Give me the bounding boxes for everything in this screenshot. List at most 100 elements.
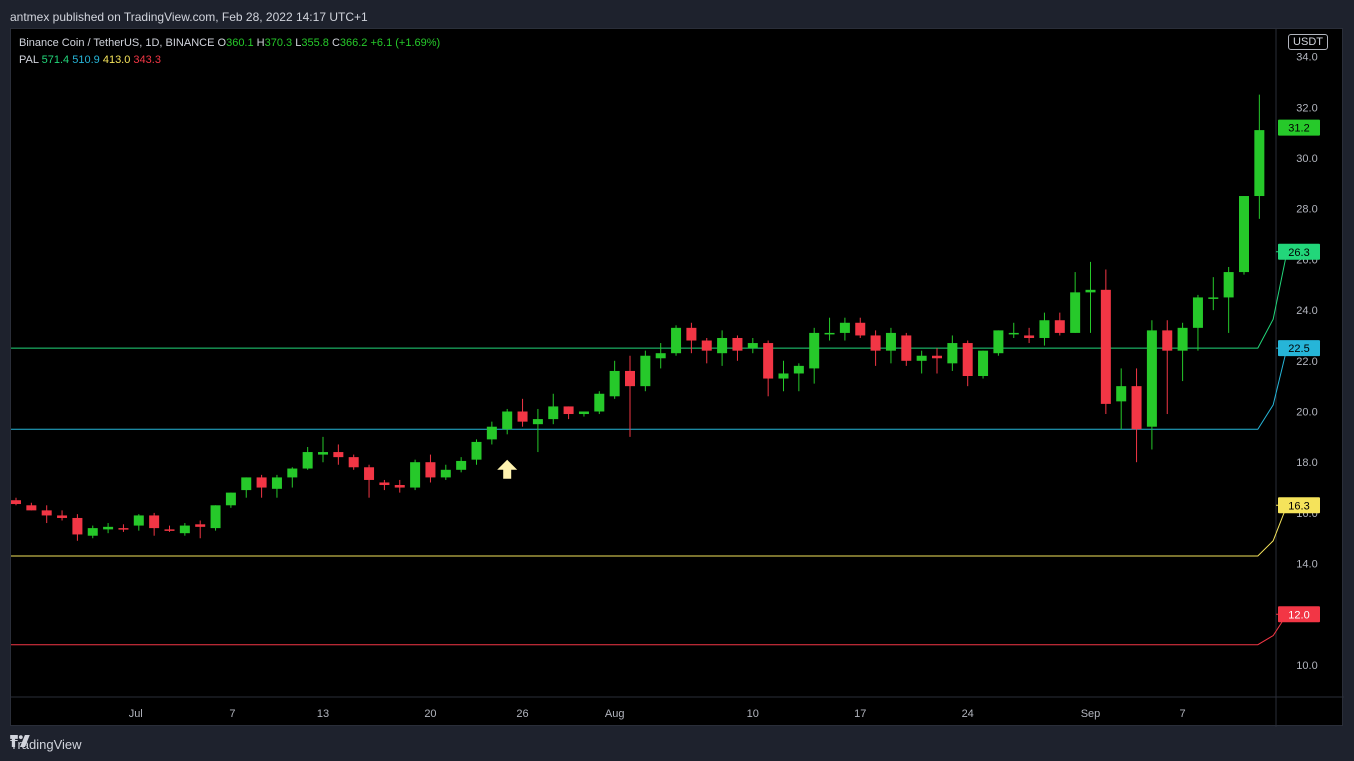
- candle-body: [103, 526, 114, 530]
- candle-body: [1054, 320, 1065, 333]
- candle-body: [993, 330, 1004, 354]
- candle-body: [11, 500, 21, 505]
- candle-body: [1024, 335, 1035, 338]
- high-label: H: [256, 37, 265, 49]
- candle-body: [72, 517, 83, 535]
- candle-body: [425, 462, 436, 478]
- x-tick-label: 7: [1180, 708, 1186, 720]
- y-tick-label: 22.0: [1296, 356, 1317, 368]
- candle-body: [164, 529, 175, 531]
- y-tick-label: 32.0: [1296, 102, 1317, 114]
- footer-brand[interactable]: TradingView: [10, 736, 82, 752]
- candle-body: [302, 452, 313, 469]
- x-tick-label: 13: [317, 708, 329, 720]
- footer: TradingView: [10, 735, 82, 753]
- candle-body: [1254, 130, 1265, 197]
- candle-body: [118, 528, 129, 530]
- candle-body: [133, 515, 144, 526]
- candle-body: [517, 411, 528, 422]
- open-value: 360.1: [226, 37, 254, 49]
- candle-body: [594, 393, 605, 412]
- x-tick-label: 7: [229, 708, 235, 720]
- candle-body: [932, 355, 942, 359]
- candle-body: [839, 322, 850, 333]
- candle-body: [809, 332, 820, 369]
- y-tick-label: 18.0: [1296, 457, 1317, 469]
- y-tick-label: 14.0: [1296, 559, 1317, 571]
- pal-price-label-bg: [1278, 243, 1320, 260]
- candle-body: [763, 343, 774, 379]
- candle-body: [701, 340, 712, 351]
- pal-price-label: 26.3: [1288, 247, 1309, 259]
- candle-body: [671, 327, 682, 354]
- last-price-label-bg: [1278, 119, 1320, 136]
- candle-body: [471, 441, 482, 460]
- x-tick-label: 17: [854, 708, 866, 720]
- pal-price-label-bg: [1278, 340, 1320, 357]
- pal-price-label: 16.3: [1288, 500, 1309, 512]
- candle-body: [962, 343, 973, 377]
- close-value: 366.2: [339, 37, 368, 49]
- pal-value-3: 413.0: [102, 54, 131, 66]
- candle-body: [885, 332, 896, 351]
- candle-body: [947, 343, 958, 364]
- candle-body: [1223, 272, 1234, 298]
- pal-level-line: [11, 251, 1288, 349]
- candle-body: [195, 524, 206, 527]
- publish-info: antmex published on TradingView.com, Feb…: [10, 10, 368, 24]
- candle-body: [609, 370, 620, 397]
- x-tick-label: 20: [424, 708, 436, 720]
- candle-body: [256, 477, 267, 488]
- tradingview-logo-icon: [10, 735, 30, 747]
- candle-body: [1131, 386, 1142, 430]
- x-tick-label: 10: [747, 708, 759, 720]
- candle-body: [793, 365, 804, 374]
- currency-button[interactable]: USDT: [1288, 34, 1328, 50]
- indicator-name[interactable]: PAL: [19, 54, 39, 66]
- pal-price-label-bg: [1278, 606, 1320, 623]
- candle-body: [563, 406, 574, 415]
- x-tick-label: 24: [962, 708, 974, 720]
- candle-body: [655, 353, 666, 359]
- candle-body: [440, 469, 451, 478]
- chart-area[interactable]: 34.0 32.0 30.0 28.0 26.0 24.0 22.0 20.0 18.0 16.0…: [10, 28, 1344, 727]
- candle-body: [855, 322, 866, 336]
- candle-body: [1100, 289, 1111, 404]
- candle-body: [916, 355, 927, 361]
- candle-body: [1085, 289, 1096, 293]
- y-tick-label: 30.0: [1296, 153, 1317, 165]
- candle-body: [394, 485, 405, 488]
- symbol-title[interactable]: Binance Coin / TetherUS, 1D, BINANCE: [19, 37, 215, 49]
- candle-body: [1239, 196, 1249, 273]
- high-value: 370.3: [264, 37, 293, 49]
- y-tick-label: 20.0: [1296, 407, 1317, 419]
- candle-body: [410, 462, 421, 488]
- candle-body: [287, 468, 298, 478]
- candle-body: [318, 452, 328, 455]
- candle-body: [1177, 327, 1188, 351]
- candle-body: [57, 515, 68, 518]
- x-tick-label: 26: [516, 708, 528, 720]
- candle-body: [149, 515, 160, 529]
- symbol-legend: Binance Coin / TetherUS, 1D, BINANCE O36…: [19, 37, 440, 49]
- candle-body: [901, 335, 912, 361]
- pal-price-label: 22.5: [1288, 343, 1309, 355]
- pal-value-1: 571.4: [41, 54, 70, 66]
- y-tick-label: 10.0: [1296, 660, 1317, 672]
- y-tick-label: 34.0: [1296, 52, 1317, 64]
- x-tick-label: Aug: [605, 708, 625, 720]
- candle-body: [532, 419, 543, 425]
- open-label: O: [217, 37, 227, 49]
- low-label: L: [295, 37, 302, 49]
- candle-body: [502, 411, 513, 430]
- arrow-up-marker-icon: [497, 459, 518, 479]
- candle-body: [456, 460, 467, 470]
- y-tick-label: 24.0: [1296, 305, 1317, 317]
- candle-body: [379, 482, 390, 486]
- candle-body: [640, 355, 651, 387]
- candle-body: [87, 528, 98, 536]
- candle-body: [1008, 332, 1019, 335]
- candlestick-chart[interactable]: 34.032.030.028.026.024.022.020.018.016.0…: [11, 29, 1344, 727]
- candle-body: [686, 327, 697, 341]
- close-label: C: [331, 37, 340, 49]
